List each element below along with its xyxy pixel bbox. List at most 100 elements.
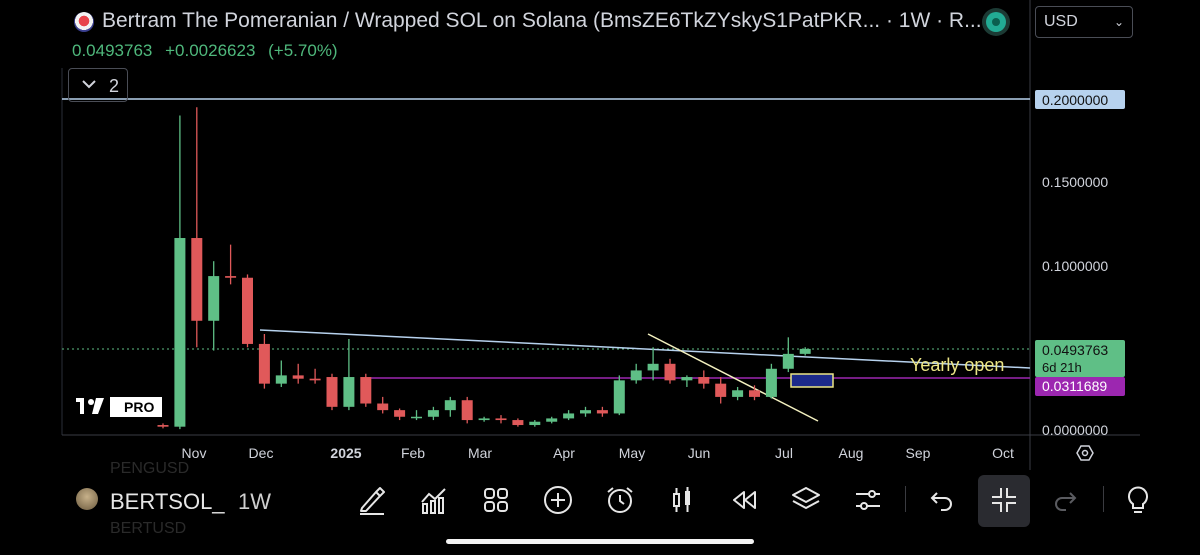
- candle-body: [596, 410, 608, 414]
- candle-body: [512, 420, 524, 426]
- chevron-down-icon: [82, 80, 96, 89]
- price-change: +0.0026623: [165, 41, 256, 60]
- price-chart[interactable]: Yearly open PRO 0.2000000 0.1500000 0.100000…: [0, 0, 1200, 470]
- sliders-icon: [856, 490, 880, 510]
- candle-body: [225, 276, 237, 278]
- time-axis-label: Aug: [839, 445, 864, 461]
- undo-button[interactable]: [925, 484, 957, 516]
- pen-icon: [360, 487, 385, 515]
- ticker-avatar[interactable]: [76, 488, 98, 510]
- candle-body: [799, 348, 811, 354]
- purple-price-label: 0.0311689: [1042, 378, 1107, 394]
- time-axis-label: 2025: [330, 445, 361, 461]
- last-price-label-bg: [1035, 340, 1125, 377]
- layout-button[interactable]: [480, 484, 512, 516]
- candle-body: [343, 377, 355, 407]
- axis-settings-icon[interactable]: [1076, 445, 1094, 461]
- layers-icon: [792, 487, 820, 510]
- candle-body: [529, 421, 541, 426]
- fullscreen-button-bg: [978, 475, 1030, 527]
- lightbulb-icon: [1128, 486, 1148, 513]
- indicators-button[interactable]: [418, 484, 450, 516]
- time-axis-label: Nov: [182, 445, 207, 461]
- ideas-button[interactable]: [1122, 484, 1154, 516]
- grid-icon: [484, 488, 508, 512]
- candle-body: [377, 403, 389, 411]
- time-axis-label: Oct: [992, 445, 1014, 461]
- alert-button[interactable]: [604, 484, 636, 516]
- candle-body: [191, 238, 203, 321]
- currency-select[interactable]: USD ⌄: [1035, 6, 1133, 38]
- chart-type-button[interactable]: [666, 484, 698, 516]
- candle-body: [630, 370, 642, 381]
- collapse-arrows-icon: [992, 488, 1016, 512]
- ticker-symbol[interactable]: BERTSOL_: [110, 489, 225, 514]
- ticker-list-ghost: PENGUSD: [110, 460, 190, 477]
- exit-fullscreen-button[interactable]: [988, 484, 1020, 516]
- chevron-down-icon: ⌄: [1113, 15, 1124, 29]
- candle-body: [546, 418, 558, 422]
- yearly-open-annotation: Yearly open: [910, 355, 1004, 375]
- watermark-logo-stem: [80, 398, 84, 414]
- home-indicator: [446, 539, 754, 544]
- axis-settings-icon-center: [1081, 449, 1089, 457]
- toolbar-divider: [905, 486, 906, 512]
- time-axis-label: Feb: [401, 445, 425, 461]
- candle-body: [664, 363, 676, 381]
- candles-icon: [673, 487, 690, 512]
- candle-body: [174, 238, 186, 427]
- plus-circle-icon: [544, 486, 572, 514]
- redo-button[interactable]: [1050, 484, 1082, 516]
- watermark-pro-text: PRO: [124, 399, 154, 415]
- candle-body: [613, 380, 625, 414]
- draw-tool-button[interactable]: [356, 484, 388, 516]
- countdown-label: 6d 21h: [1042, 360, 1082, 375]
- chart-header: Bertram The Pomeranian / Wrapped SOL on …: [0, 0, 1030, 68]
- object-tree-button[interactable]: [790, 484, 822, 516]
- candle-body: [208, 276, 220, 321]
- candle-body: [292, 375, 304, 379]
- chart-indicator-icon: [421, 488, 446, 514]
- symbol-logo-icon: [74, 12, 94, 32]
- time-axis-label: Dec: [249, 445, 274, 461]
- highlight-rectangle[interactable]: [790, 373, 834, 388]
- interval-button[interactable]: 1W: [238, 489, 271, 514]
- candle-body: [715, 383, 727, 397]
- time-axis-label: Sep: [906, 445, 931, 461]
- replay-button[interactable]: [728, 484, 760, 516]
- market-status-icon[interactable]: [986, 12, 1006, 32]
- price-change-percent: (+5.70%): [268, 41, 338, 60]
- symbol-title[interactable]: Bertram The Pomeranian / Wrapped SOL on …: [102, 9, 982, 32]
- time-axis-label: May: [619, 445, 645, 461]
- candle-body: [275, 375, 287, 384]
- rewind-icon: [733, 491, 756, 509]
- alarm-clock-icon: [607, 487, 633, 513]
- settings-button[interactable]: [852, 484, 884, 516]
- candle-body: [765, 368, 777, 397]
- current-price: 0.0493763: [72, 41, 153, 60]
- candle-body: [326, 377, 338, 407]
- time-axis-label: Jul: [775, 445, 793, 461]
- ticker-list-ghost: BERTUSD: [110, 520, 187, 537]
- time-axis-label: Jun: [688, 445, 711, 461]
- candle-body: [157, 425, 169, 427]
- yearly-open-trendline[interactable]: [259, 329, 1031, 369]
- downtrend-line[interactable]: [647, 333, 819, 422]
- price-label-bg-0.2: [1035, 90, 1125, 109]
- candle-body: [258, 343, 270, 384]
- candle-body: [580, 410, 591, 414]
- add-button[interactable]: [542, 484, 574, 516]
- price-axis-label: 0.2000000: [1042, 92, 1108, 108]
- price-axis-label: 0.1000000: [1042, 258, 1108, 274]
- candle-body: [782, 353, 794, 369]
- candle-body: [360, 377, 372, 404]
- indicators-collapse-button[interactable]: 2: [68, 68, 128, 102]
- time-axis-label: Apr: [553, 445, 575, 461]
- candle-body: [647, 363, 659, 371]
- watermark-logo-slash: [92, 398, 104, 414]
- candle-body: [444, 400, 456, 411]
- price-change-row: 0.0493763 +0.0026623 (+5.70%): [72, 41, 346, 61]
- bottom-toolbar: PENGUSD BERTUSD BERTSOL_ 1W: [0, 460, 1200, 537]
- price-axis-label: 0.0000000: [1042, 422, 1108, 438]
- purple-price-label-bg: [1035, 377, 1125, 396]
